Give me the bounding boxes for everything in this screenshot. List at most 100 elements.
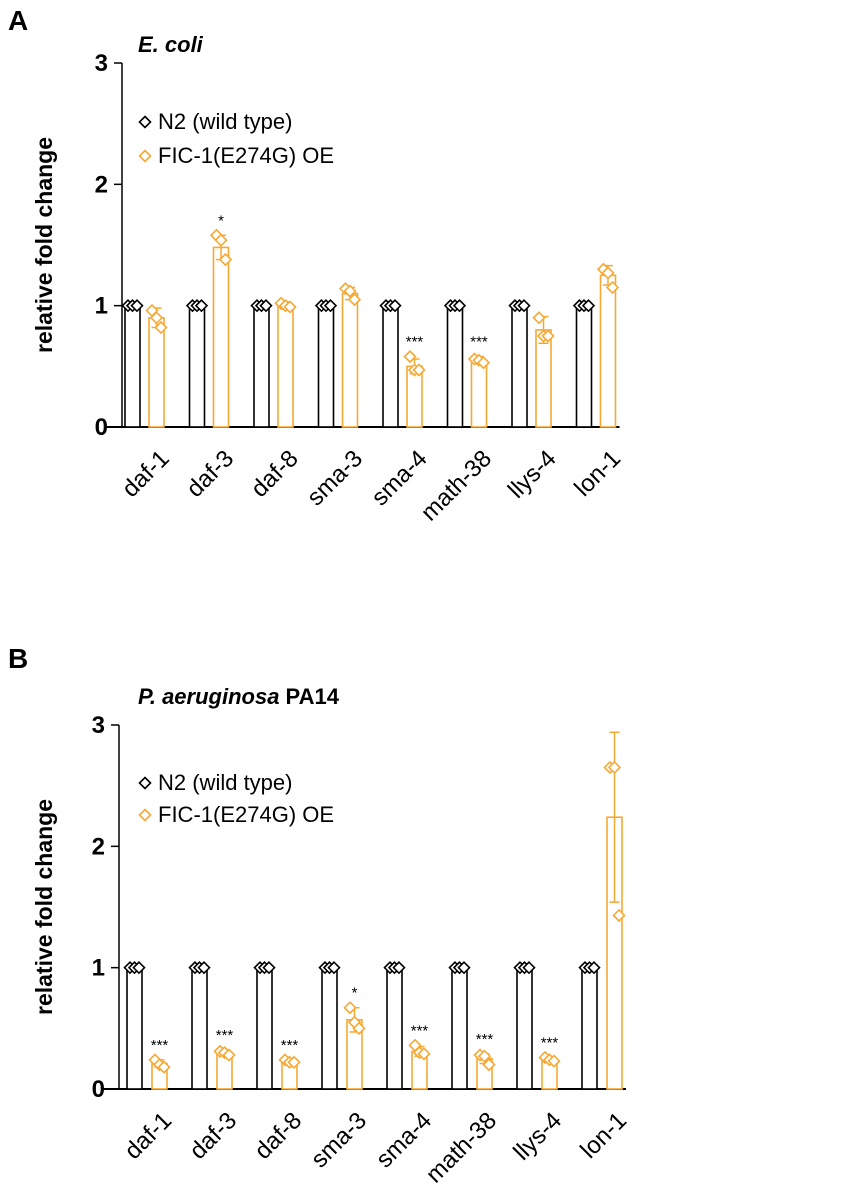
bar — [341, 292, 359, 428]
data-point — [327, 961, 341, 975]
x-tick-label: daf-1 — [117, 445, 175, 503]
significance-label: *** — [411, 1022, 429, 1039]
bar — [535, 329, 552, 428]
legend-marker-icon — [138, 149, 152, 163]
x-tick-label: lon-1 — [575, 1107, 632, 1164]
bar — [511, 304, 528, 428]
data-point — [403, 349, 417, 364]
significance-label: *** — [541, 1034, 559, 1051]
significance-label: *** — [216, 1027, 234, 1044]
x-tick-label: sma-3 — [302, 445, 368, 511]
data-point — [412, 363, 426, 377]
significance-label: *** — [470, 334, 488, 351]
bar — [451, 966, 468, 1090]
data-point — [214, 233, 228, 247]
x-tick-label: daf-8 — [249, 1107, 307, 1165]
data-point — [343, 284, 357, 298]
data-point — [417, 1047, 431, 1061]
data-point — [222, 1048, 236, 1062]
data-point — [601, 266, 615, 280]
legend-entry: N2 (wild type) — [158, 109, 292, 134]
significance-label: *** — [406, 334, 424, 351]
data-point — [343, 1001, 357, 1015]
y-tick-label: 3 — [92, 712, 105, 739]
panel-B: B P. aeruginosa PA14 0 1 2 3 relative fold cha… — [8, 643, 632, 1187]
bar — [124, 304, 141, 428]
y-tick-label: 1 — [92, 955, 105, 982]
data-point — [547, 1054, 561, 1068]
panel-letter: B — [8, 643, 28, 674]
legend-marker-icon — [138, 808, 152, 822]
data-point — [388, 299, 402, 313]
data-point — [149, 311, 164, 325]
bar — [277, 304, 294, 428]
bar — [386, 966, 403, 1090]
data-point — [482, 1058, 496, 1072]
legend-marker-icon — [138, 115, 152, 129]
bar — [516, 966, 533, 1090]
bar — [470, 359, 488, 428]
data-point — [612, 908, 626, 923]
data-point — [287, 1055, 301, 1069]
y-axis-label: relative fold change — [31, 137, 57, 353]
bar — [212, 246, 230, 428]
data-point — [130, 299, 144, 313]
panel-A: A E. coli 0 1 2 3 relative fold change N2 (wild… — [8, 5, 626, 526]
y-tick-label: 0 — [95, 414, 108, 441]
data-point — [347, 292, 362, 307]
legend-entry: FIC-1(E274G) OE — [158, 143, 334, 168]
data-point — [607, 760, 622, 775]
chart-title: P. aeruginosa PA14 — [138, 684, 340, 709]
bar — [253, 304, 270, 428]
x-tick-label: llys-4 — [508, 1107, 567, 1166]
data-point — [197, 961, 211, 975]
x-tick-label: sma-3 — [306, 1107, 372, 1173]
chart-title: E. coli — [138, 32, 204, 57]
data-point — [157, 1060, 171, 1074]
bar — [191, 966, 208, 1090]
data-point — [532, 311, 546, 325]
y-axis-label: relative fold change — [31, 799, 57, 1015]
bar — [148, 316, 165, 428]
data-point — [259, 299, 273, 313]
data-point — [581, 299, 596, 313]
bar — [256, 966, 273, 1090]
data-point — [477, 1049, 492, 1063]
bar — [321, 966, 338, 1090]
data-point — [457, 961, 471, 975]
data-point — [154, 320, 168, 335]
x-tick-label: math-38 — [416, 445, 497, 526]
data-point — [452, 299, 467, 313]
bar — [317, 304, 335, 428]
data-point — [605, 280, 620, 295]
y-tick-label: 3 — [95, 50, 108, 77]
bar — [382, 304, 399, 428]
bar — [581, 966, 598, 1090]
legend-entry: N2 (wild type) — [158, 770, 292, 795]
data-point — [541, 329, 555, 343]
data-point — [218, 252, 233, 267]
data-point — [352, 1021, 366, 1035]
x-tick-label: lon-1 — [569, 445, 626, 502]
data-point — [522, 961, 536, 975]
y-tick-label: 2 — [92, 833, 105, 860]
y-tick-label: 2 — [95, 171, 108, 198]
data-point — [194, 299, 209, 313]
data-point — [323, 299, 338, 313]
data-point — [262, 961, 276, 975]
data-point — [517, 299, 531, 313]
bar — [446, 304, 464, 428]
bar — [575, 304, 593, 428]
data-point — [283, 300, 297, 314]
bar — [599, 274, 617, 428]
x-tick-label: math-38 — [421, 1107, 502, 1187]
significance-label: * — [218, 212, 224, 229]
bar — [126, 966, 143, 1090]
data-point — [476, 356, 491, 370]
legend-entry: FIC-1(E274G) OE — [158, 802, 334, 827]
panel-letter: A — [8, 5, 28, 36]
x-tick-label: daf-8 — [246, 445, 304, 503]
data-point — [132, 961, 146, 975]
x-tick-label: daf-1 — [119, 1107, 177, 1165]
